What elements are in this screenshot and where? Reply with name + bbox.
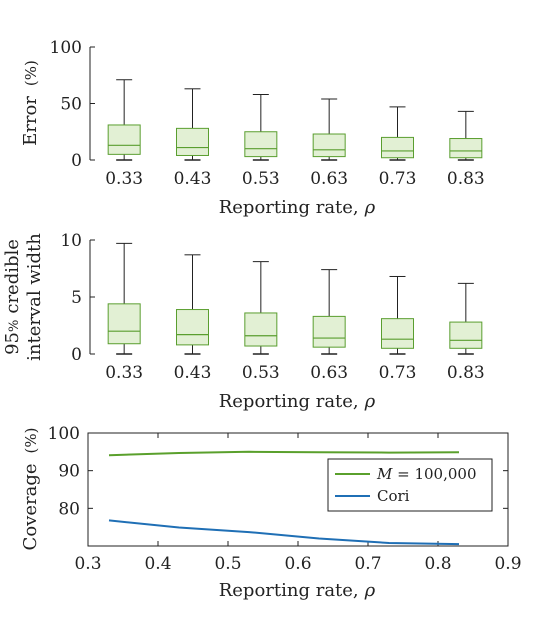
panel2-ylabel-rest: credible [2,239,23,314]
error-boxplot-panel: 0 50 100 0.33 0.43 0.53 0.63 0.73 0.83 [50,38,485,189]
panel2-box [381,318,414,349]
panel1-xlabel-symbol: ρ [364,197,376,218]
panel1-ylabel: Error (%) [20,60,41,146]
series-line-m-100000 [108,450,460,457]
panel2-xtick-label: 0.83 [447,363,485,383]
panel1-box [381,136,414,159]
panel2-box [176,309,209,346]
panel1-xtick-label: 0.53 [242,169,280,189]
panel2-box [312,315,346,348]
panel2-box [107,303,141,345]
panel1-ylabel-main: Error [20,96,41,146]
legend-label-m-rest: = 100,000 [392,465,476,483]
panel1-box [312,133,346,158]
panel1-xtick-label: 0.43 [174,169,212,189]
legend-label-cori: Cori [377,487,410,505]
panel3-xlabel-text: Reporting rate, [219,580,359,601]
series-line-cori [108,519,460,546]
legend: M = 100,000 Cori [327,458,493,512]
panel1-xtick-label: 0.83 [447,169,485,189]
panel2-ytick-label: 0 [71,345,82,365]
panel1-xtick-label: 0.73 [379,169,417,189]
panel1-xlabel: Reporting rate, ρ [219,197,376,218]
panel2-ytick-label: 5 [71,288,82,308]
panel3-xtick-label: 0.4 [144,554,171,574]
panel2-ytick-label: 10 [60,231,82,251]
panel2-xlabel-text: Reporting rate, [219,391,359,412]
panel2-xlabel: Reporting rate, ρ [219,391,376,412]
panel2-ylabel-pct: 95 [2,332,23,355]
panel3-xtick-label: 0.3 [74,554,101,574]
panel1-ytick-label: 100 [50,38,82,58]
panel1-ylabel-unit: (%) [22,60,40,86]
panel3-ylabel: Coverage (%) [20,428,41,551]
panel1-xtick-label: 0.63 [310,169,348,189]
legend-label-m-symbol: M [376,465,393,483]
panel3-xtick-label: 0.6 [284,554,311,574]
panel1-xtick-label: 0.33 [105,169,143,189]
panel3-xtick-label: 0.9 [494,554,521,574]
panel2-xlabel-symbol: ρ [364,391,376,412]
panel2-xtick-label: 0.53 [242,363,280,383]
panel2-xtick-label: 0.43 [174,363,212,383]
panel3-ylabel-main: Coverage [20,464,41,551]
panel1-ytick-label: 0 [71,151,82,171]
legend-label-m: M = 100,000 [376,465,477,483]
panel1-ytick-label: 50 [60,95,82,115]
legend-box [327,458,493,512]
panel2-box [449,321,483,349]
panel3-xtick-label: 0.8 [424,554,451,574]
panel3-xlabel-symbol: ρ [364,580,376,601]
panel2-ylabel-line2: interval width [24,233,45,361]
panel3-ytick-label: 90 [58,462,80,482]
panel3-ytick-label: 80 [58,499,80,519]
panel2-xtick-label: 0.73 [379,363,417,383]
panel2-xtick-label: 0.63 [310,363,348,383]
panel3-ytick-label: 100 [48,424,80,444]
panel2-ylabel-pct-sign: % [7,320,22,332]
panel1-box [107,124,141,155]
panel3-xtick-label: 0.5 [214,554,241,574]
panel3-xlabel: Reporting rate, ρ [219,580,376,601]
panel3-ylabel-unit: (%) [22,428,40,454]
panel1-box [176,127,209,156]
panel1-box [244,131,278,158]
panel2-box [244,312,278,347]
panel2-xtick-label: 0.33 [105,363,143,383]
panel2-ylabel-line1: 95% credible [2,239,23,355]
panel3-xtick-label: 0.7 [354,554,381,574]
coverage-line-panel: 0.3 0.4 0.5 0.6 0.7 0.8 0.9 80 90 100 [48,424,522,574]
panel1-box [449,138,483,159]
interval-width-boxplot-panel: 0 5 10 0.33 0.43 0.53 0.63 0.73 0.83 [60,231,484,383]
panel1-xlabel-text: Reporting rate, [219,197,359,218]
